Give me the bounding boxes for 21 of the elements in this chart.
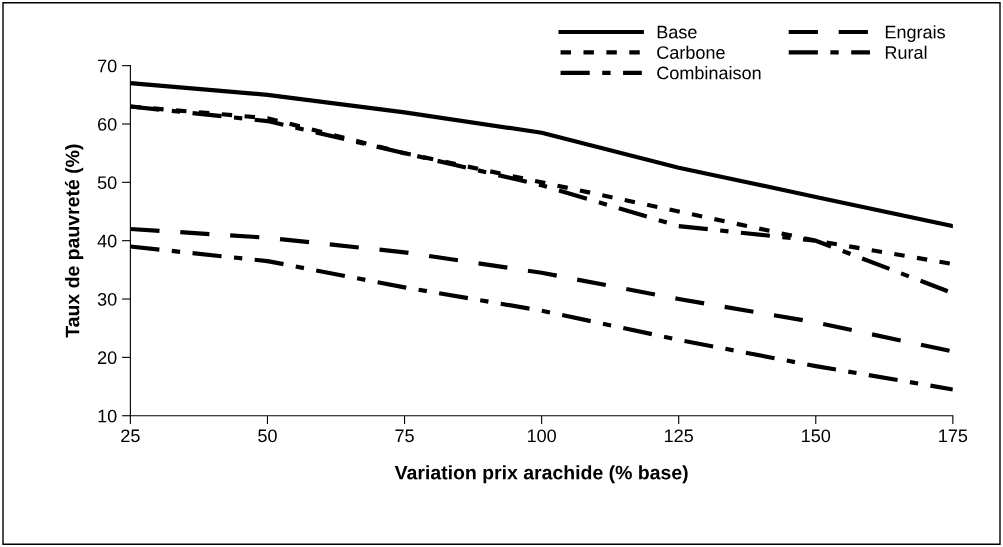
- y-tick-label: 60: [98, 117, 117, 131]
- y-tick-label: 50: [97, 176, 117, 190]
- y-tick-label: 10: [98, 409, 117, 423]
- legend-label: Base: [657, 25, 697, 39]
- y-tick-label: 30: [97, 292, 117, 306]
- legend-label: Combinaison: [657, 66, 761, 80]
- x-tick-label: 175: [939, 429, 968, 443]
- legend-label: Engrais: [885, 25, 945, 43]
- legend-label: Carbone: [657, 45, 725, 59]
- x-tick-label: 75: [395, 429, 414, 443]
- legend-label: Rural: [885, 45, 927, 59]
- x-tick-label: 150: [802, 429, 831, 443]
- x-tick-label: 125: [665, 429, 693, 443]
- x-tick-label: 50: [258, 429, 277, 443]
- x-tick-label: 25: [121, 429, 140, 443]
- y-axis-title: Taux de pauvreté (%): [64, 144, 84, 338]
- y-tick-label: 70: [98, 59, 117, 73]
- x-tick-label: 100: [527, 429, 556, 443]
- y-tick-label: 20: [98, 351, 117, 365]
- x-axis-title: Variation prix arachide (% base): [394, 465, 688, 484]
- y-tick-label: 40: [97, 234, 117, 248]
